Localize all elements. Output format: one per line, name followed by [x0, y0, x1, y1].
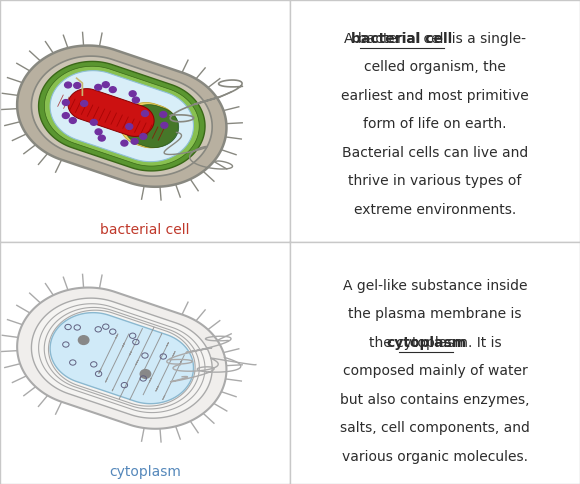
- Circle shape: [142, 111, 148, 117]
- Text: A gel-like substance inside: A gel-like substance inside: [343, 279, 527, 292]
- PathPatch shape: [120, 103, 177, 148]
- Text: composed mainly of water: composed mainly of water: [343, 364, 527, 378]
- Text: thrive in various types of: thrive in various types of: [349, 175, 521, 188]
- Text: bacterial cell: bacterial cell: [351, 32, 452, 45]
- Text: bacterial cell: bacterial cell: [100, 223, 190, 237]
- Circle shape: [78, 336, 89, 345]
- Text: various organic molecules.: various organic molecules.: [342, 450, 528, 464]
- Circle shape: [74, 83, 81, 89]
- Circle shape: [95, 129, 102, 135]
- Circle shape: [129, 91, 136, 97]
- PathPatch shape: [50, 313, 194, 404]
- Circle shape: [95, 84, 102, 90]
- Circle shape: [102, 82, 109, 88]
- Circle shape: [140, 134, 147, 139]
- Text: Bacterial cells can live and: Bacterial cells can live and: [342, 146, 528, 160]
- Circle shape: [81, 101, 88, 106]
- Text: the cytoplasm. It is: the cytoplasm. It is: [369, 336, 501, 349]
- PathPatch shape: [68, 89, 154, 136]
- Text: earliest and most primitive: earliest and most primitive: [341, 89, 529, 103]
- Text: cytoplasm: cytoplasm: [386, 336, 466, 349]
- Circle shape: [131, 138, 138, 144]
- Circle shape: [132, 97, 139, 103]
- Circle shape: [90, 120, 97, 125]
- Text: extreme environments.: extreme environments.: [354, 203, 516, 217]
- PathPatch shape: [31, 56, 212, 176]
- Text: but also contains enzymes,: but also contains enzymes,: [340, 393, 530, 407]
- Circle shape: [121, 140, 128, 146]
- PathPatch shape: [17, 287, 226, 429]
- Circle shape: [64, 82, 71, 88]
- PathPatch shape: [17, 45, 226, 187]
- Circle shape: [69, 118, 76, 123]
- Circle shape: [63, 100, 70, 106]
- Circle shape: [160, 112, 167, 118]
- PathPatch shape: [45, 66, 199, 166]
- Circle shape: [62, 113, 69, 119]
- Circle shape: [161, 122, 168, 128]
- PathPatch shape: [50, 71, 194, 162]
- Text: cytoplasm: cytoplasm: [109, 465, 181, 479]
- Circle shape: [109, 87, 116, 92]
- PathPatch shape: [39, 61, 205, 171]
- Circle shape: [140, 370, 151, 378]
- Text: form of life on earth.: form of life on earth.: [363, 118, 507, 131]
- PathPatch shape: [124, 105, 179, 148]
- Text: salts, cell components, and: salts, cell components, and: [340, 422, 530, 435]
- Circle shape: [98, 135, 105, 141]
- Circle shape: [126, 123, 133, 129]
- PathPatch shape: [31, 298, 212, 418]
- Text: celled organism, the: celled organism, the: [364, 60, 506, 74]
- Text: the plasma membrane is: the plasma membrane is: [348, 307, 522, 321]
- Text: A bacterial cell is a single-: A bacterial cell is a single-: [344, 32, 526, 45]
